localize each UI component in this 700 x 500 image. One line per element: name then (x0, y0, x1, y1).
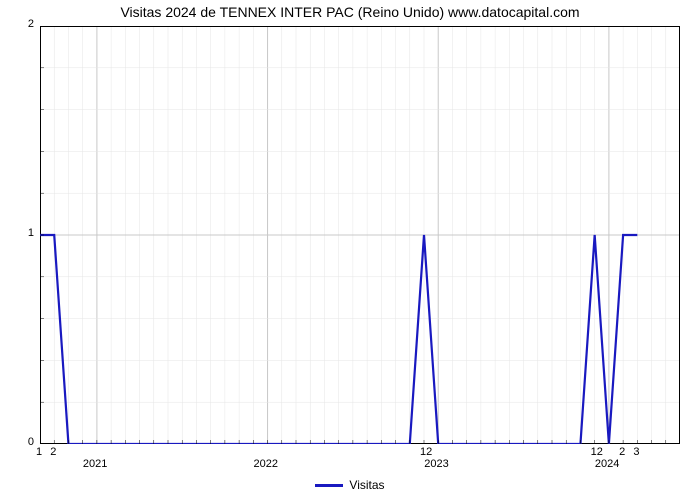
legend-swatch (315, 484, 343, 487)
x-tick-label: 3 (633, 446, 639, 458)
legend: Visitas (0, 478, 700, 492)
y-tick-label: 2 (28, 18, 34, 30)
legend-label: Visitas (349, 478, 384, 492)
x-tick-label: 1 (36, 446, 42, 458)
plot-area (40, 26, 680, 444)
x-tick-label: 2024 (595, 458, 619, 470)
y-tick-label: 0 (28, 436, 34, 448)
x-tick-label: 2021 (83, 458, 107, 470)
x-tick-label: 2 (50, 446, 56, 458)
x-tick-label: 12 (591, 446, 603, 458)
x-tick-label: 2 (619, 446, 625, 458)
y-tick-label: 1 (28, 227, 34, 239)
x-tick-label: 2023 (424, 458, 448, 470)
x-tick-label: 2022 (254, 458, 278, 470)
chart-title: Visitas 2024 de TENNEX INTER PAC (Reino … (0, 4, 700, 20)
x-tick-label: 12 (420, 446, 432, 458)
